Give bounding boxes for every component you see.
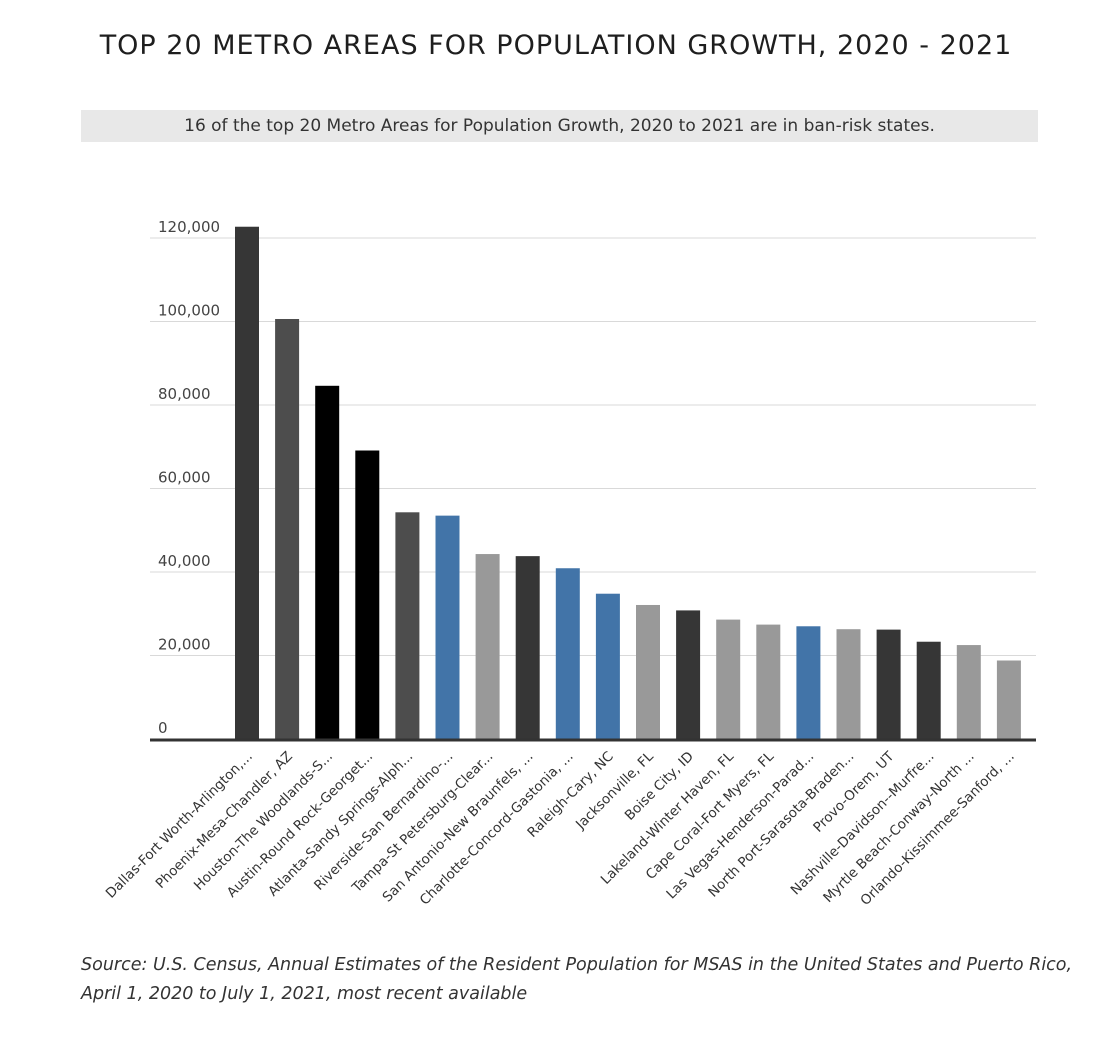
bar	[716, 619, 741, 739]
y-tick-label: 80,000	[158, 385, 211, 403]
y-tick-label: 0	[158, 719, 168, 737]
x-tick-label: Austin-Round Rock-Georget...	[224, 749, 376, 901]
x-tick-label: North Port-Sarasota-Braden...	[705, 749, 857, 901]
bar	[555, 568, 580, 739]
source-note: Source: U.S. Census, Annual Estimates of…	[81, 951, 1081, 1009]
bar	[996, 660, 1021, 739]
bar	[235, 226, 259, 740]
bar	[595, 593, 620, 739]
bar	[836, 629, 861, 739]
y-tick-label: 60,000	[158, 469, 211, 487]
source-line-2: April 1, 2020 to July 1, 2021, most rece…	[81, 984, 528, 1004]
bar	[876, 629, 901, 739]
bar	[676, 610, 701, 739]
chart-subtitle: 16 of the top 20 Metro Areas for Populat…	[184, 116, 935, 136]
bar	[435, 515, 460, 739]
bars	[235, 226, 1021, 740]
bar	[956, 645, 981, 739]
bar	[756, 624, 781, 739]
bar	[916, 641, 941, 739]
bar	[395, 512, 420, 739]
bar	[636, 604, 660, 739]
y-tick-label: 40,000	[158, 552, 211, 570]
y-tick-label: 120,000	[158, 218, 220, 236]
bar	[355, 450, 380, 739]
bar	[475, 554, 500, 739]
x-tick-label: Dallas-Fort Worth-Arlington,...	[103, 749, 256, 902]
chart-title: TOP 20 METRO AREAS FOR POPULATION GROWTH…	[99, 30, 1013, 61]
bar	[796, 626, 821, 739]
subtitle-banner: 16 of the top 20 Metro Areas for Populat…	[81, 110, 1038, 142]
bar	[515, 556, 540, 739]
y-tick-label: 100,000	[158, 302, 220, 320]
bar-chart: 020,00040,00060,00080,000100,000120,000 …	[103, 218, 1036, 909]
source-line-1: Source: U.S. Census, Annual Estimates of…	[81, 955, 1073, 975]
x-tick-label: Atlanta-Sandy Springs-Alph...	[265, 749, 416, 900]
bar	[275, 318, 300, 739]
bar	[315, 385, 340, 739]
x-axis-tick-labels: Dallas-Fort Worth-Arlington,...Phoenix-M…	[103, 748, 1018, 909]
y-axis-tick-labels: 0 20,000 40,000 60,000 80,000 100,000 120,000	[158, 218, 220, 737]
y-tick-label: 20,000	[158, 636, 211, 654]
